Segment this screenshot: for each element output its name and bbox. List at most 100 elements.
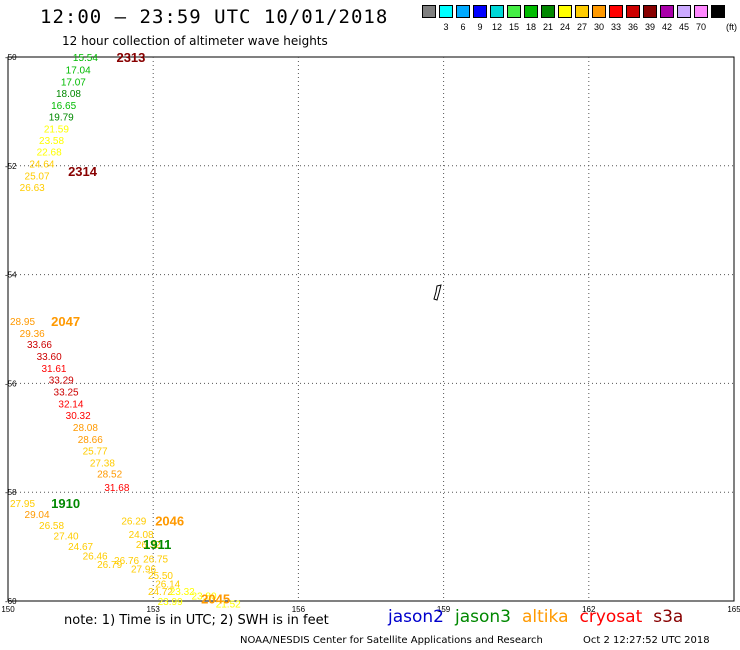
swh-observation: 26.63 [20, 183, 45, 194]
scale-swatch [541, 5, 555, 18]
pass-number-label: 1910 [51, 496, 80, 511]
swh-observation: 30.32 [66, 411, 91, 422]
swh-observation: 32.14 [58, 400, 83, 411]
scale-tick-label: 27 [576, 22, 587, 32]
scale-swatch [592, 5, 606, 18]
swh-observation: 28.08 [73, 423, 98, 434]
scale-tick-label: 6 [460, 22, 466, 32]
swh-observation: 27.95 [10, 499, 35, 510]
scale-tick-label: 15 [508, 22, 519, 32]
lon-tick-label: 159 [437, 605, 451, 614]
scale-tick-label: 3 [443, 22, 449, 32]
lon-tick-label: 153 [147, 605, 161, 614]
lat-tick-label: -50 [5, 53, 17, 62]
scale-tick-label: 39 [644, 22, 655, 32]
satellite-name: jason3 [455, 607, 511, 627]
scale-tick-label: 42 [661, 22, 672, 32]
page-subtitle: 12 hour collection of altimeter wave hei… [62, 34, 328, 48]
lon-tick-label: 156 [292, 605, 306, 614]
scale-tick-label: 24 [559, 22, 570, 32]
swh-observation: 27.96 [131, 564, 156, 575]
satellite-name: cryosat [579, 607, 643, 627]
scale-swatch [660, 5, 674, 18]
scale-tick-label: 36 [627, 22, 638, 32]
swh-observation: 17.07 [61, 77, 86, 88]
swh-observation: 23.99 [158, 597, 183, 608]
swh-observation: 26.29 [121, 516, 146, 527]
scale-swatch [422, 5, 436, 18]
map-frame [7, 56, 735, 602]
lat-tick-label: -54 [5, 271, 17, 280]
scale-tick-label: 45 [678, 22, 689, 32]
swh-observation: 33.29 [49, 376, 74, 387]
satellite-legend: jason2 jason3 altika cryosat s3a [388, 607, 694, 627]
swh-observation: 26.75 [143, 555, 168, 566]
scale-swatch [711, 5, 725, 18]
swh-observation: 27.38 [90, 458, 115, 469]
footer-note: note: 1) Time is in UTC; 2) SWH is in fe… [64, 613, 329, 628]
pass-number-label: 2046 [155, 513, 184, 528]
lon-tick-label: 150 [1, 605, 15, 614]
scale-swatch [507, 5, 521, 18]
swh-observation: 26.46 [83, 551, 108, 562]
pass-number-label: 2314 [68, 164, 98, 179]
island-outline [433, 284, 442, 301]
scale-swatch [626, 5, 640, 18]
swh-observation: 21.59 [44, 124, 69, 135]
scale-tick-label: 30 [593, 22, 604, 32]
swh-observation: 15.54 [73, 53, 98, 64]
swh-observation: 22.68 [37, 148, 62, 159]
graticule [8, 57, 734, 601]
scale-swatch [490, 5, 504, 18]
scale-unit: (ft) [726, 22, 737, 32]
swh-observation: 17.04 [66, 66, 91, 77]
scale-tick-label: 33 [610, 22, 621, 32]
swh-observation: 21.52 [216, 600, 241, 611]
swh-observation: 31.68 [104, 483, 129, 494]
swh-observation: 18.08 [56, 89, 81, 100]
pass-number-label: 2045 [201, 591, 230, 606]
swh-observation: 27.40 [54, 532, 79, 543]
swh-observation: 33.25 [54, 388, 79, 399]
swh-observation: 23.32 [170, 587, 195, 598]
swh-observation: 28.66 [78, 435, 103, 446]
lat-tick-label: -56 [5, 379, 17, 388]
swh-observation: 23.58 [39, 136, 64, 147]
scale-swatch [694, 5, 708, 18]
page-title: 12:00 – 23:59 UTC 10/01/2018 [40, 6, 389, 28]
pass-number-label: 1911 [143, 537, 171, 552]
swh-observation: 33.66 [27, 340, 52, 351]
swh-observation: 23.80 [192, 592, 217, 603]
credit-line: NOAA/NESDIS Center for Satellite Applica… [240, 635, 543, 646]
swh-observation: 24.64 [29, 160, 54, 171]
lat-tick-label: -58 [5, 488, 17, 497]
swh-observation: 26.32 [136, 540, 161, 551]
scale-tick-label: 18 [525, 22, 536, 32]
swh-observation: 26.14 [155, 580, 180, 591]
swh-observation: 29.04 [25, 510, 50, 521]
scale-tick-label: 21 [542, 22, 553, 32]
swh-observation: 26.79 [97, 560, 122, 571]
satellite-name: s3a [653, 607, 684, 627]
scale-swatch [473, 5, 487, 18]
swh-observation: 26.76 [114, 556, 139, 567]
scale-swatch [524, 5, 538, 18]
swh-observation: 16.65 [51, 101, 76, 112]
swh-observation: 25.77 [83, 446, 108, 457]
scale-swatch [677, 5, 691, 18]
scale-swatch [456, 5, 470, 18]
scale-swatch [643, 5, 657, 18]
generated-timestamp: Oct 2 12:27:52 UTC 2018 [583, 635, 710, 646]
scale-swatch [575, 5, 589, 18]
axis-labels: 150 153 156 159 162 165 -50 -52 -54 -56 -58 -60 [1, 53, 740, 614]
swh-observation: 24.08 [129, 530, 154, 541]
scale-tick-label: 9 [477, 22, 483, 32]
swh-observation: 29.36 [20, 329, 45, 340]
scale-tick-label: 70 [695, 22, 706, 32]
pass-number-label: 2047 [51, 314, 80, 329]
observations-layer: 15.54 17.0417.0718.0816.6519.7921.5923.58… [10, 53, 241, 611]
swh-observation: 24.67 [68, 542, 93, 553]
scale-swatch [609, 5, 623, 18]
satellite-name: jason2 [388, 607, 444, 627]
